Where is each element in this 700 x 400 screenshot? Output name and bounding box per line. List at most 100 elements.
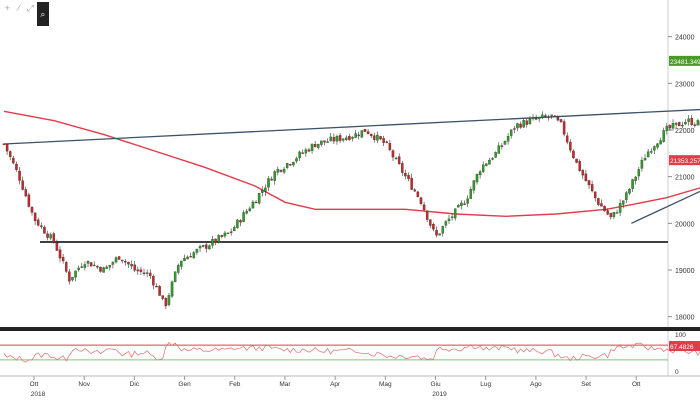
trendline <box>631 190 700 224</box>
candle-body <box>36 219 40 226</box>
trendline-icon[interactable]: ∕ <box>18 3 20 13</box>
candle-body <box>475 174 479 183</box>
rsi-value-badge-label: 67.4826 <box>670 344 694 351</box>
candle-body <box>668 125 672 129</box>
candle-body <box>429 219 432 226</box>
candle-body <box>354 133 357 138</box>
x-month-label: Ott <box>632 381 641 388</box>
candle-body <box>376 134 379 141</box>
candle-body <box>634 176 637 181</box>
candle-body <box>338 135 342 141</box>
candle-body <box>261 190 264 193</box>
candle-body <box>541 114 544 118</box>
candle-body <box>351 137 354 139</box>
candle-body <box>195 249 199 253</box>
candle-body <box>678 122 681 127</box>
candle-body <box>615 212 619 214</box>
candle-body <box>49 234 52 239</box>
x-month-label: Set <box>581 381 591 388</box>
x-month-label: Mar <box>279 381 291 388</box>
candle-body <box>447 218 451 221</box>
candle-body <box>643 158 647 161</box>
candle-body <box>357 134 360 137</box>
search-icon[interactable]: ⌕ <box>36 2 49 26</box>
x-month-label: Gen <box>178 381 191 388</box>
candle-body <box>130 264 133 267</box>
candle-body <box>15 163 18 170</box>
candle-body <box>650 151 653 153</box>
candle-body <box>183 258 186 261</box>
candle-body <box>419 197 423 204</box>
candle-body <box>587 180 591 186</box>
candle-body <box>653 146 656 151</box>
candle-body <box>584 173 588 182</box>
candle-body <box>149 272 152 277</box>
candle-body <box>379 136 382 140</box>
candle-body <box>646 151 650 158</box>
candle-body <box>603 206 606 212</box>
candle-body <box>301 152 304 154</box>
candle-body <box>404 173 407 177</box>
candle-body <box>205 244 208 249</box>
x-month-label: Nov <box>78 381 90 388</box>
candle-body <box>416 191 420 197</box>
candle-body <box>99 267 102 272</box>
candle-body <box>401 163 404 173</box>
x-month-label: Mag <box>379 381 392 388</box>
x-month-label: Apr <box>330 381 341 388</box>
candle-body <box>388 143 392 151</box>
candle-body <box>516 123 519 129</box>
candle-body <box>2 143 6 145</box>
candle-body <box>640 160 644 169</box>
candle-body <box>690 117 693 126</box>
candle-body <box>618 203 622 213</box>
candle-body <box>43 226 46 234</box>
candle-body <box>292 161 295 166</box>
candle-body <box>92 264 96 267</box>
candle-body <box>226 232 230 235</box>
candle-body <box>453 208 457 219</box>
candle-body <box>264 187 267 192</box>
candle-body <box>52 233 56 243</box>
candle-body <box>310 143 314 151</box>
candle-body <box>21 180 24 190</box>
candle-body <box>251 201 255 209</box>
candle-body <box>488 159 491 165</box>
candle-body <box>164 297 168 307</box>
candle-body <box>120 259 124 262</box>
candle-body <box>18 170 21 181</box>
candle-body <box>155 285 158 288</box>
candle-body <box>485 163 488 166</box>
candle-body <box>674 122 678 125</box>
moving-average-line <box>3 110 700 218</box>
zoom-icon[interactable]: ⤢ <box>26 3 34 13</box>
x-year-label: 2019 <box>432 391 447 398</box>
candle-body <box>279 169 283 172</box>
candle-body <box>111 262 115 265</box>
candle-body <box>590 184 594 192</box>
candle-body <box>457 204 460 208</box>
candle-body <box>136 269 140 272</box>
candle-body <box>229 231 233 233</box>
candle-body <box>12 157 15 164</box>
candle-body <box>696 120 700 126</box>
candle-body <box>581 170 585 176</box>
plus-icon[interactable]: + <box>4 3 10 13</box>
candle-body <box>114 257 118 263</box>
candle-body <box>142 272 146 274</box>
candle-body <box>332 137 336 142</box>
candle-body <box>105 266 108 269</box>
candle-body <box>494 152 497 158</box>
candle-body <box>323 140 326 143</box>
candle-body <box>30 206 34 213</box>
x-month-label: Giu <box>430 381 441 388</box>
x-month-label: Lug <box>480 381 491 388</box>
candle-body <box>410 177 413 190</box>
x-month-label: Feb <box>229 381 241 388</box>
candle-body <box>537 117 541 120</box>
candle-body <box>569 141 572 151</box>
candle-body <box>413 189 417 192</box>
candle-body <box>201 245 205 247</box>
candle-body <box>329 136 332 141</box>
candle-body <box>472 180 476 191</box>
